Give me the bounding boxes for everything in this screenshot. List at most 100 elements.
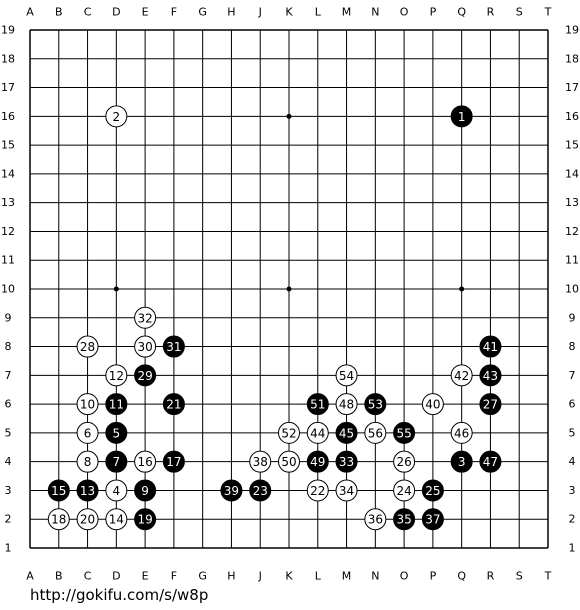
stone <box>450 364 473 387</box>
row-label: 1 <box>5 542 12 555</box>
stone <box>306 479 329 502</box>
stone <box>134 508 157 531</box>
star-point <box>459 286 465 292</box>
move-number: 3 <box>458 455 466 469</box>
move-number: 38 <box>253 455 268 469</box>
move-number: 22 <box>310 484 325 498</box>
stone <box>249 479 272 502</box>
move-number: 43 <box>483 369 498 383</box>
stone <box>278 421 300 444</box>
move-number: 39 <box>224 484 239 498</box>
row-label: 11 <box>1 254 15 267</box>
move-number: 11 <box>109 398 124 412</box>
row-label: 8 <box>5 340 12 353</box>
move-number: 33 <box>339 455 354 469</box>
row-label: 1 <box>569 542 576 555</box>
stone <box>76 450 99 473</box>
row-label: 9 <box>569 311 576 324</box>
stone <box>76 335 99 358</box>
row-label: 12 <box>1 225 15 238</box>
stone <box>335 393 358 416</box>
move-number: 20 <box>80 513 95 527</box>
move-number: 23 <box>253 484 268 498</box>
stone <box>393 508 416 531</box>
move-number: 17 <box>166 455 181 469</box>
stone <box>162 335 185 358</box>
row-label: 10 <box>1 283 15 296</box>
stone <box>335 479 358 502</box>
column-label: T <box>544 6 552 19</box>
stone <box>134 306 157 329</box>
row-label: 18 <box>565 52 579 65</box>
move-number: 48 <box>339 398 354 412</box>
stone <box>220 479 243 502</box>
move-number: 55 <box>396 426 411 440</box>
column-label: Q <box>457 570 466 583</box>
stone <box>364 393 387 416</box>
move-number: 29 <box>137 369 152 383</box>
move-number: 34 <box>339 484 354 498</box>
move-number: 19 <box>137 513 152 527</box>
move-number: 12 <box>109 369 124 383</box>
stone <box>479 393 502 416</box>
stone <box>47 508 70 531</box>
stone <box>134 364 157 387</box>
stone <box>450 105 473 128</box>
row-label: 14 <box>565 167 579 180</box>
stone <box>105 421 128 444</box>
move-number: 21 <box>166 398 181 412</box>
column-label: F <box>171 6 177 19</box>
column-label: K <box>285 6 293 19</box>
move-number: 37 <box>425 513 440 527</box>
column-label: D <box>112 570 120 583</box>
column-label: O <box>400 6 409 19</box>
column-label: K <box>285 570 293 583</box>
move-number: 8 <box>84 455 92 469</box>
row-label: 19 <box>565 24 579 37</box>
row-label: 2 <box>5 513 12 526</box>
move-number: 41 <box>483 340 498 354</box>
url: http://gokifu.com/s/w8p <box>30 586 208 604</box>
stone <box>249 450 272 473</box>
move-number: 47 <box>483 455 498 469</box>
column-label: C <box>84 6 92 19</box>
column-label: D <box>112 6 120 19</box>
row-label: 13 <box>1 196 15 209</box>
row-label: 13 <box>565 196 579 209</box>
stone <box>134 450 157 473</box>
stone <box>278 450 300 473</box>
move-number: 51 <box>310 398 325 412</box>
stone <box>479 335 502 358</box>
move-number: 10 <box>80 398 95 412</box>
move-number: 32 <box>137 311 152 325</box>
stone <box>479 450 502 473</box>
row-label: 15 <box>1 139 15 152</box>
column-label: E <box>142 570 149 583</box>
row-label: 14 <box>1 167 15 180</box>
stone <box>335 364 358 387</box>
row-label: 17 <box>1 81 15 94</box>
move-number: 6 <box>84 426 92 440</box>
move-number: 13 <box>80 484 95 498</box>
row-label: 4 <box>569 455 576 468</box>
stone <box>306 450 329 473</box>
stone <box>479 364 502 387</box>
move-number: 2 <box>113 110 121 124</box>
star-point <box>286 286 292 292</box>
column-label: N <box>371 6 379 19</box>
row-label: 19 <box>1 24 15 37</box>
move-number: 28 <box>80 340 95 354</box>
stone <box>76 508 99 531</box>
move-number: 4 <box>113 484 121 498</box>
stone <box>421 479 444 502</box>
column-label: M <box>342 570 352 583</box>
stone <box>450 450 473 473</box>
row-label: 5 <box>5 426 12 439</box>
stone <box>335 450 358 473</box>
column-label: B <box>55 570 63 583</box>
row-label: 16 <box>565 110 579 123</box>
stone <box>134 479 157 502</box>
row-label: 3 <box>569 484 576 497</box>
column-label: M <box>342 6 352 19</box>
